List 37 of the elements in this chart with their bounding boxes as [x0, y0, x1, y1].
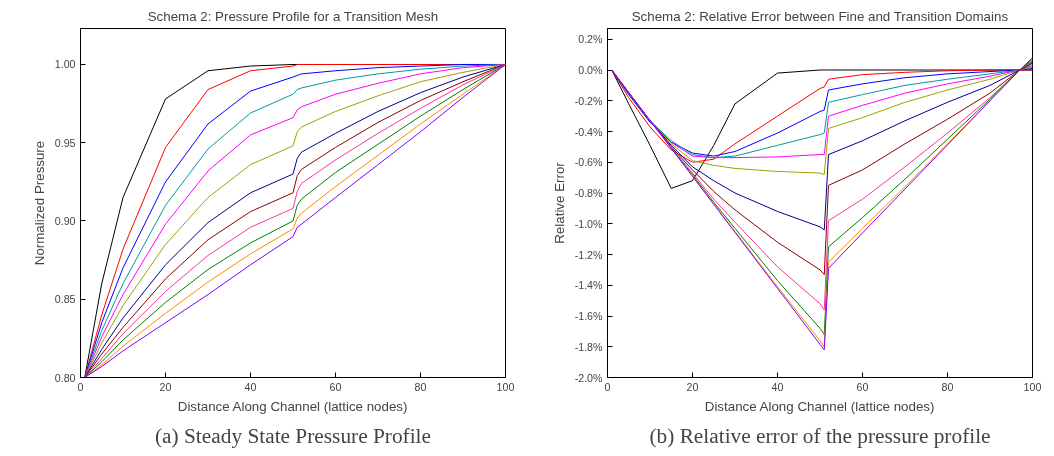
y-tick-label: -0.4% [574, 125, 604, 138]
y-tick-label: -1.8% [574, 340, 604, 353]
y-tick-label: -0.6% [574, 156, 604, 169]
y-tick-label: -1.2% [574, 248, 604, 261]
x-tick-label: 80 [414, 380, 427, 393]
y-axis-title: Relative Error [551, 161, 567, 244]
x-tick-label: 60 [856, 380, 869, 393]
text: (a) Steady State Pressure Profile [155, 423, 432, 448]
x-tick-label: 40 [244, 380, 257, 393]
y-tick-label: -0.8% [574, 187, 604, 200]
x-tick-label: 0 [77, 380, 84, 393]
y-tick-label: 0.95 [54, 136, 76, 149]
text: (b) Relative error of the pressure profile [649, 423, 991, 448]
x-tick-label: 20 [686, 380, 699, 393]
x-axis-title: Distance Along Channel (lattice nodes) [704, 398, 935, 414]
x-tick-label: 0 [604, 380, 611, 393]
y-tick-label: 0.0% [578, 64, 604, 77]
x-tick-label: 100 [1023, 380, 1042, 393]
chart-title: Schema 2: Relative Error between Fine and Transition Domains [631, 8, 1009, 24]
y-tick-label: -1.6% [574, 310, 604, 322]
x-tick-label: 80 [941, 380, 954, 393]
y-tick-label: 1.00 [54, 58, 76, 71]
y-axis-title: Normalized Pressure [31, 140, 47, 266]
y-tick-label: 0.85 [54, 293, 76, 306]
x-tick-label: 60 [329, 380, 342, 393]
y-tick-label: 0.80 [54, 371, 76, 384]
y-tick-label: -0.2% [574, 94, 604, 107]
x-axis-title: Distance Along Channel (lattice nodes) [177, 398, 408, 414]
y-tick-label: -2.0% [574, 371, 604, 384]
x-tick-label: 40 [771, 380, 784, 393]
y-tick-label: -1.0% [574, 217, 604, 230]
chart-title: Schema 2: Pressure Profile for a Transition Mesh [147, 8, 439, 24]
y-tick-label: 0.2% [578, 33, 604, 46]
y-tick-label: -1.4% [574, 279, 604, 292]
y-tick-label: 0.90 [54, 215, 76, 227]
x-tick-label: 100 [496, 380, 515, 393]
x-tick-label: 20 [159, 380, 172, 393]
